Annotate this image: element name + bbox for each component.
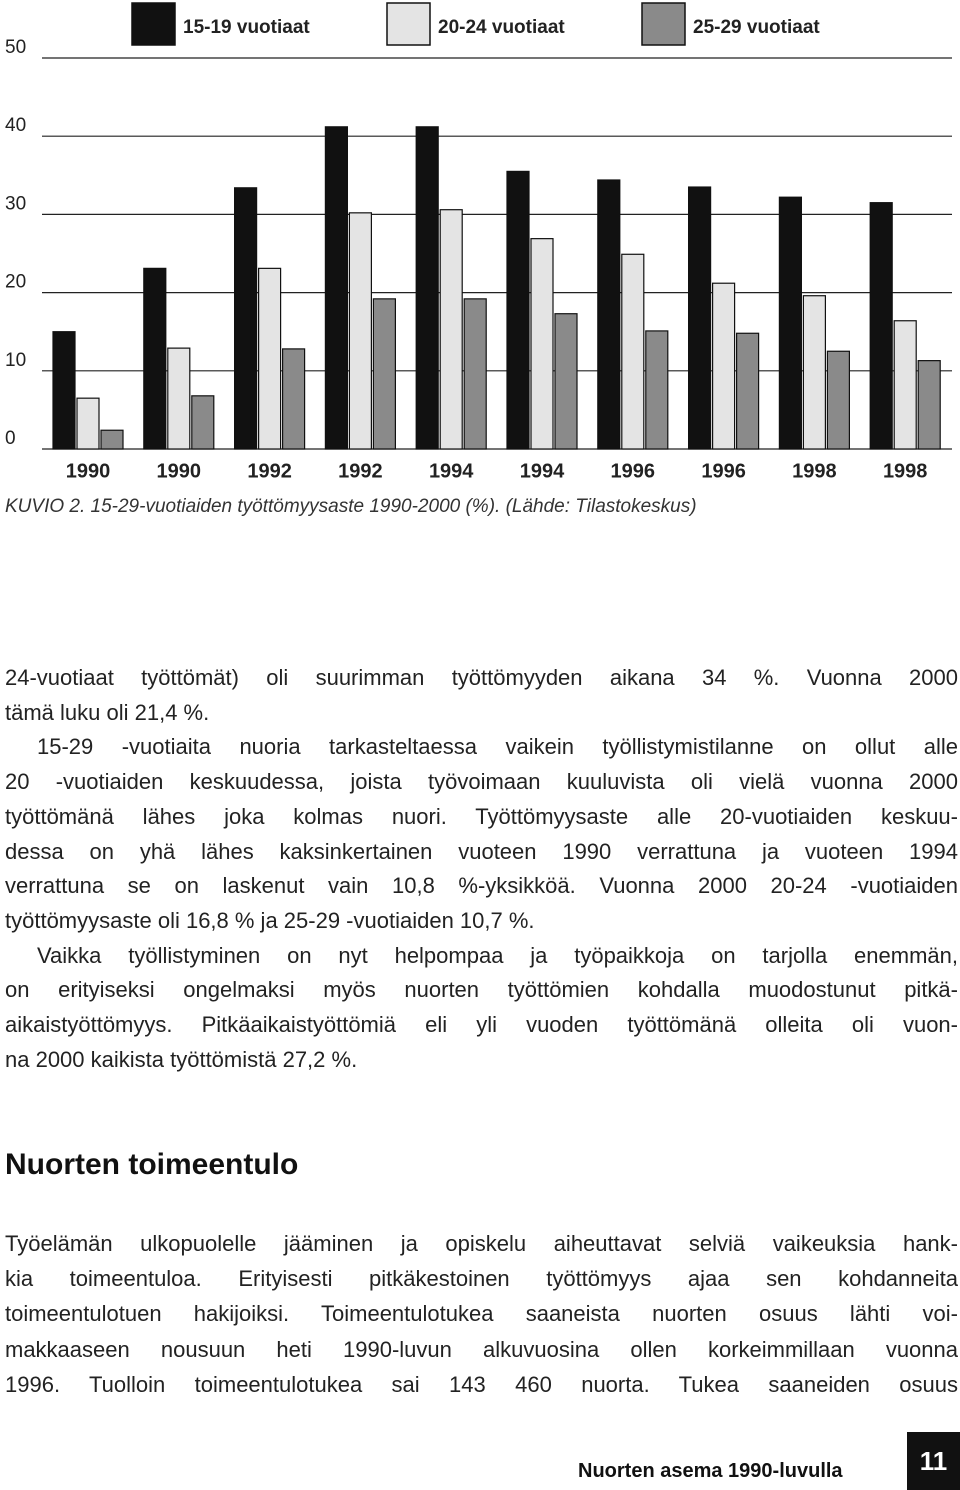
text-line: työttömänä lähes joka kolmas nuori. Työt… bbox=[5, 803, 958, 829]
bar bbox=[234, 187, 258, 450]
bar bbox=[506, 170, 530, 450]
figure-caption: KUVIO 2. 15-29-vuotiaiden työttömyysaste… bbox=[5, 496, 697, 517]
bar bbox=[554, 313, 578, 450]
bar bbox=[597, 179, 621, 450]
bar bbox=[735, 332, 760, 450]
text-line: toimeentulotuen hakijoiksi. Toimeentulot… bbox=[5, 1301, 958, 1327]
x-tick-label: 1990 bbox=[157, 460, 202, 482]
text-line: Työelämän ulkopuolelle jääminen ja opisk… bbox=[5, 1231, 958, 1256]
x-tick-label: 1996 bbox=[611, 460, 656, 482]
bar bbox=[778, 196, 803, 450]
legend-swatch bbox=[641, 2, 686, 46]
x-tick-label: 1998 bbox=[883, 460, 928, 482]
text-line: 1996. Tuolloin toimeentulotukea sai 143 … bbox=[5, 1371, 958, 1397]
bar bbox=[687, 186, 712, 450]
y-tick-label: 10 bbox=[5, 350, 26, 371]
text-line: työttömyysaste oli 16,8 % ja 25-29 -vuot… bbox=[5, 907, 535, 933]
legend-label: 20-24 vuotiaat bbox=[438, 17, 565, 38]
text-line: Vaikka työllistyminen on nyt helpompaa j… bbox=[37, 942, 958, 968]
bar bbox=[415, 126, 439, 450]
bar bbox=[143, 267, 167, 450]
text-line: makkaaseen nousuun heti 1990-luvun alkuv… bbox=[5, 1336, 958, 1362]
bar bbox=[621, 253, 645, 450]
bar bbox=[282, 348, 306, 450]
text-line: na 2000 kaikista työttömistä 27,2 %. bbox=[5, 1046, 358, 1072]
legend-swatch bbox=[131, 2, 176, 46]
legend-label: 15-19 vuotiaat bbox=[183, 17, 310, 38]
section-heading: Nuorten toimeentulo bbox=[5, 1148, 299, 1181]
bar bbox=[52, 331, 76, 450]
bar bbox=[258, 267, 282, 450]
bar bbox=[439, 209, 463, 450]
bar bbox=[191, 395, 215, 450]
bar bbox=[826, 350, 851, 450]
bar bbox=[167, 347, 191, 450]
footer-title: Nuorten asema 1990-luvulla bbox=[578, 1460, 843, 1482]
x-tick-label: 1994 bbox=[520, 460, 565, 482]
x-tick-label: 1992 bbox=[338, 460, 383, 482]
bar bbox=[917, 360, 941, 450]
x-tick-label: 1992 bbox=[247, 460, 292, 482]
bar bbox=[530, 238, 554, 450]
text-line: 20 -vuotiaiden keskuudessa, joista työvo… bbox=[5, 769, 958, 795]
x-tick-label: 1990 bbox=[66, 460, 111, 482]
y-tick-label: 0 bbox=[5, 428, 16, 449]
bar bbox=[463, 298, 487, 450]
legend-label: 25-29 vuotiaat bbox=[693, 17, 820, 38]
text-line: aikaistyöttömyys. Pitkäaikaistyöttömiä e… bbox=[5, 1012, 958, 1037]
page-number: 11 bbox=[907, 1432, 960, 1490]
bar bbox=[76, 397, 100, 450]
bar bbox=[348, 212, 372, 450]
y-tick-label: 50 bbox=[5, 37, 26, 58]
bar bbox=[802, 295, 827, 450]
bar bbox=[645, 330, 669, 450]
y-tick-label: 40 bbox=[5, 115, 26, 136]
bar bbox=[869, 202, 893, 450]
text-line: on erityiseksi ongelmaksi myös nuorten t… bbox=[5, 977, 958, 1003]
bar bbox=[893, 320, 917, 450]
text-line: verrattuna se on laskenut vain 10,8 %-yk… bbox=[5, 873, 958, 899]
bar bbox=[372, 298, 396, 450]
y-tick-label: 20 bbox=[5, 272, 26, 293]
y-tick-label: 30 bbox=[5, 193, 26, 214]
text-line: dessa on yhä lähes kaksinkertainen vuote… bbox=[5, 838, 958, 864]
x-tick-label: 1994 bbox=[429, 460, 474, 482]
legend-swatch bbox=[386, 2, 431, 46]
bar bbox=[324, 126, 348, 450]
text-line: 24-vuotiaat työttömät) oli suurimman työ… bbox=[5, 665, 958, 690]
text-line: tämä luku oli 21,4 %. bbox=[5, 699, 210, 725]
bar bbox=[100, 429, 124, 450]
x-tick-label: 1998 bbox=[792, 460, 837, 482]
text-line: 15-29 -vuotiaita nuoria tarkasteltaessa … bbox=[37, 734, 958, 760]
x-tick-label: 1996 bbox=[701, 460, 746, 482]
bar bbox=[711, 282, 736, 450]
chart: 0 10 20 30 40 50 15-19 vuotiaat 20-24 vuotiaat 2… bbox=[5, 2, 952, 482]
text-line: kia toimeentuloa. Erityisesti pitkäkesto… bbox=[5, 1266, 958, 1292]
